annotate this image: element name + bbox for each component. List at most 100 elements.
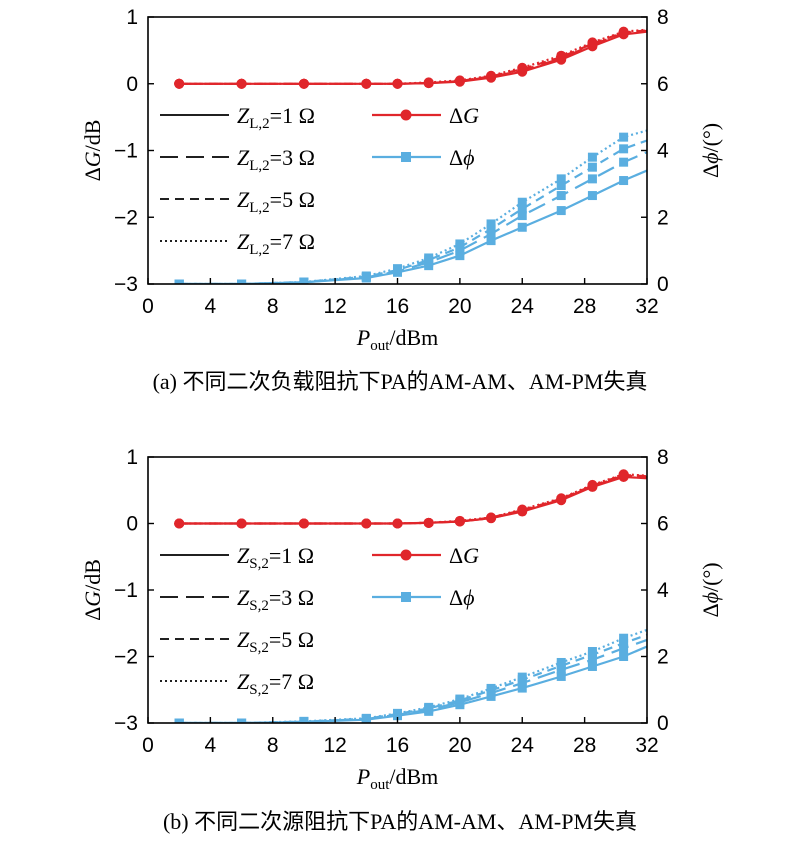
legend-var: Z: [237, 543, 250, 568]
legend-metric-label: Δϕ: [449, 585, 475, 610]
phase-point: [361, 713, 371, 723]
phase-point: [517, 197, 527, 207]
legend-sub: S,2: [249, 682, 269, 698]
gain-point: [236, 518, 247, 529]
y-left-title-prefix: Δ: [80, 607, 105, 621]
phase-point: [517, 204, 527, 214]
phase-point: [619, 144, 629, 154]
legend-value: =7 Ω: [269, 669, 314, 694]
y-left-title-prefix: Δ: [80, 167, 105, 181]
gain-point: [454, 75, 465, 86]
phase-point: [619, 638, 629, 648]
gain-point: [298, 518, 309, 529]
gain-point: [517, 62, 528, 73]
y-right-tick-label: 2: [657, 206, 669, 229]
gain-point: [298, 78, 309, 89]
chart-panel-b: 0 4 8 12 16 20 24 28 3210−1−2−386420Pout/dBmΔG/d…: [80, 446, 723, 834]
phase-point: [424, 702, 434, 712]
phase-point: [619, 176, 629, 186]
x-tick-label: 4: [205, 295, 217, 318]
y-left-tick-label: −1: [114, 140, 138, 163]
phase-point: [619, 157, 629, 167]
legend-value: =7 Ω: [270, 229, 315, 254]
y-right-title-unit: /(°): [698, 562, 723, 592]
legend-value: =5 Ω: [269, 627, 314, 652]
x-tick-label: 24: [511, 734, 535, 757]
x-axis-title-var: P: [356, 325, 370, 350]
phase-point: [587, 162, 597, 172]
legend-var: Z: [237, 187, 250, 212]
figure-caption: (a) 不同二次负载阻抗下PA的AM-AM、AM-PM失真: [153, 369, 648, 394]
phase-point: [174, 279, 184, 284]
legend-entry-label: ZL,2=3 Ω: [237, 145, 315, 174]
gain-point: [618, 469, 629, 480]
y-right-title-prefix: Δ: [698, 603, 723, 617]
gain-point: [392, 78, 403, 89]
phase-point: [424, 253, 434, 263]
gain-point: [587, 479, 598, 490]
phase-point: [517, 672, 527, 682]
y-left-title-var: G: [80, 151, 105, 167]
gain-line-4: [179, 473, 647, 525]
gain-point: [556, 50, 567, 61]
figure-caption: (b) 不同二次源阻抗下PA的AM-AM、AM-PM失真: [163, 809, 637, 834]
chart-panel-a: 0 4 8 12 16 20 24 28 3210−1−2−386420Pout/dBmΔG/d…: [80, 6, 723, 394]
legend-sub: L,2: [249, 242, 269, 258]
gain-point: [174, 518, 185, 529]
gain-point: [587, 37, 598, 48]
legend-var: Z: [237, 229, 250, 254]
legend-entry-label: ZL,2=7 Ω: [237, 229, 315, 258]
y-right-tick-label: 4: [657, 140, 669, 163]
phase-point: [299, 277, 309, 284]
x-tick-label: 0: [142, 734, 154, 757]
y-right-tick-label: 2: [657, 646, 669, 669]
legend-metric-marker: [400, 109, 412, 121]
legend-entry-label: ZS,2=1 Ω: [237, 543, 314, 572]
x-tick-label: 16: [386, 295, 409, 318]
x-tick-label: 4: [205, 734, 217, 757]
y-left-title-unit: /dB: [80, 559, 105, 591]
phase-point: [587, 152, 597, 162]
phase-point: [556, 191, 566, 201]
gain-point: [361, 518, 372, 529]
phase-point: [237, 279, 247, 284]
y-left-tick-label: 0: [126, 73, 138, 96]
phase-point: [393, 708, 402, 718]
x-tick-label: 32: [635, 295, 658, 318]
phase-point: [517, 211, 527, 221]
x-axis-title: Pout/dBm: [356, 325, 439, 354]
x-tick-label: 24: [511, 295, 535, 318]
y-right-tick-label: 6: [657, 73, 669, 96]
gain-point: [618, 26, 629, 37]
legend-metric-var: ϕ: [463, 145, 474, 170]
phase-point: [455, 239, 465, 249]
x-tick-label: 8: [267, 734, 279, 757]
legend-metric-label: ΔG: [449, 103, 479, 128]
phase-point: [455, 251, 465, 261]
gain-line-2: [179, 474, 647, 525]
gain-point: [423, 77, 434, 88]
gain-point: [174, 78, 185, 89]
phase-point: [486, 219, 496, 229]
legend-metric-var: ϕ: [463, 585, 474, 610]
phase-point: [517, 683, 527, 693]
plot-area: [174, 469, 647, 723]
legend-entry-label: ZL,2=1 Ω: [237, 103, 315, 132]
gain-point: [517, 504, 528, 515]
y-right-title-var: ϕ: [698, 153, 723, 164]
gain-line-3: [179, 473, 647, 525]
legend-sub: S,2: [249, 556, 269, 572]
phase-point: [393, 264, 402, 274]
phase-point: [619, 132, 629, 142]
phase-point: [517, 222, 527, 232]
phase-point: [486, 224, 496, 234]
x-tick-label: 20: [448, 295, 471, 318]
gain-point: [556, 493, 567, 504]
phase-point: [556, 206, 566, 216]
legend-var: Z: [237, 669, 250, 694]
plot-area: [174, 26, 647, 284]
legend-var: Z: [237, 627, 250, 652]
legend-var: Z: [237, 103, 250, 128]
